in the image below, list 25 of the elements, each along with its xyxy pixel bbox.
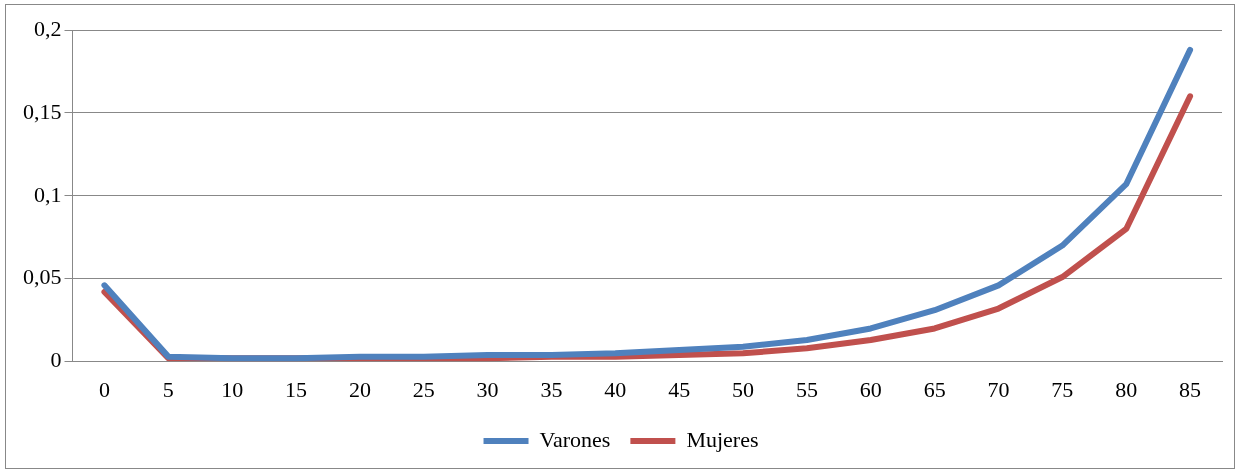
x-tick-label: 0 xyxy=(98,376,110,402)
x-tick-label: 75 xyxy=(1051,376,1074,402)
x-tick-label: 70 xyxy=(987,376,1010,402)
x-tick-label: 85 xyxy=(1179,376,1202,402)
x-tick-label: 35 xyxy=(540,376,563,402)
x-tick-label: 80 xyxy=(1115,376,1138,402)
legend-label: Mujeres xyxy=(686,426,759,452)
x-tick-label: 50 xyxy=(732,376,755,402)
y-tick-label: 0,15 xyxy=(23,98,62,124)
x-tick-label: 60 xyxy=(859,376,882,402)
x-tick-label: 20 xyxy=(348,376,371,402)
legend-label: Varones xyxy=(539,426,611,452)
x-tick-label: 25 xyxy=(412,376,435,402)
x-tick-label: 5 xyxy=(162,376,174,402)
x-tick-label: 65 xyxy=(923,376,946,402)
x-tick-label: 45 xyxy=(668,376,691,402)
y-tick-label: 0,2 xyxy=(34,15,62,41)
y-tick-label: 0 xyxy=(50,347,62,373)
y-tick-label: 0,1 xyxy=(34,181,62,207)
y-tick-label: 0,05 xyxy=(23,264,62,290)
x-tick-label: 10 xyxy=(221,376,244,402)
x-tick-label: 55 xyxy=(795,376,818,402)
x-tick-label: 15 xyxy=(285,376,308,402)
x-tick-label: 30 xyxy=(476,376,499,402)
x-tick-label: 40 xyxy=(604,376,627,402)
